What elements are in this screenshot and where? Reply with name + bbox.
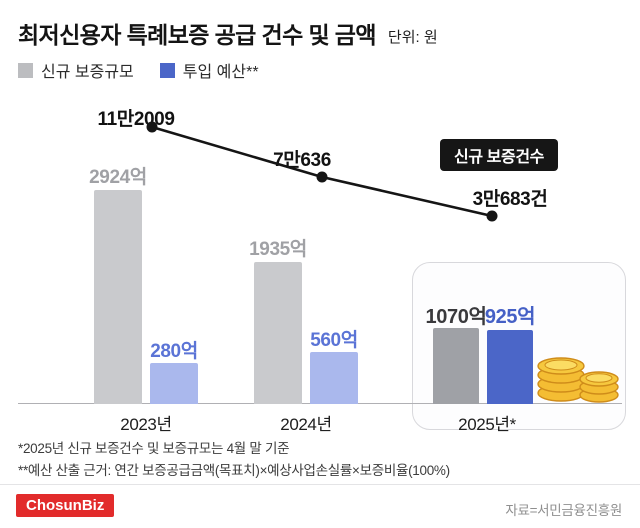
source-credit: 자료=서민금융진흥원 — [505, 503, 622, 518]
count-label-2025: 3만683건 — [472, 189, 548, 210]
trend-point-2024 — [316, 171, 328, 183]
header: 최저신용자 특례보증 공급 건수 및 금액 단위: 원 — [18, 16, 438, 50]
value-label-guarantee-2024: 1935억 — [249, 239, 307, 260]
bar-guarantee-2025 — [433, 328, 479, 404]
value-label-guarantee-2025: 1070억 — [425, 306, 487, 328]
legend: 신규 보증규모 투입 예산** — [18, 58, 259, 82]
chosunbiz-logo: ChosunBiz — [16, 494, 115, 517]
bar-budget-2024 — [310, 352, 358, 404]
count-label-2024: 7만636 — [273, 150, 331, 171]
footnote-2: **예산 산출 근거: 연간 보증공급금액(목표치)×예상사업손실률×보증비율(… — [18, 463, 450, 478]
bar-budget-2023 — [150, 363, 198, 404]
category-label-2023: 2023년 — [120, 415, 172, 434]
legend-swatch-gray-icon — [18, 62, 33, 78]
count-badge: 신규 보증건수 — [440, 139, 558, 171]
legend-item-guarantee: 신규 보증규모 — [18, 58, 134, 82]
gold-coins-icon — [537, 357, 619, 403]
count-label-2023: 11만2009 — [97, 109, 175, 130]
value-label-budget-2024: 560억 — [310, 330, 358, 351]
bar-budget-2025 — [487, 330, 533, 404]
legend-label-guarantee: 신규 보증규모 — [41, 64, 134, 81]
category-label-2025: 2025년* — [458, 415, 516, 434]
bar-guarantee-2024 — [254, 262, 302, 404]
category-label-2024: 2024년 — [280, 415, 332, 434]
legend-label-budget: 투입 예산** — [182, 64, 259, 81]
bar-guarantee-2023 — [94, 190, 142, 404]
trend-point-2025 — [486, 210, 498, 222]
value-label-guarantee-2023: 2924억 — [89, 167, 147, 188]
value-label-budget-2025: 925억 — [484, 306, 536, 328]
page-title: 최저신용자 특례보증 공급 건수 및 금액 — [18, 22, 377, 48]
footer-divider — [0, 484, 640, 485]
legend-item-budget: 투입 예산** — [159, 58, 259, 82]
value-label-budget-2023: 280억 — [150, 341, 198, 362]
unit-label: 단위: 원 — [387, 29, 438, 46]
legend-swatch-blue-icon — [159, 62, 175, 78]
footnote-1: *2025년 신규 보증건수 및 보증규모는 4월 말 기준 — [18, 441, 290, 456]
